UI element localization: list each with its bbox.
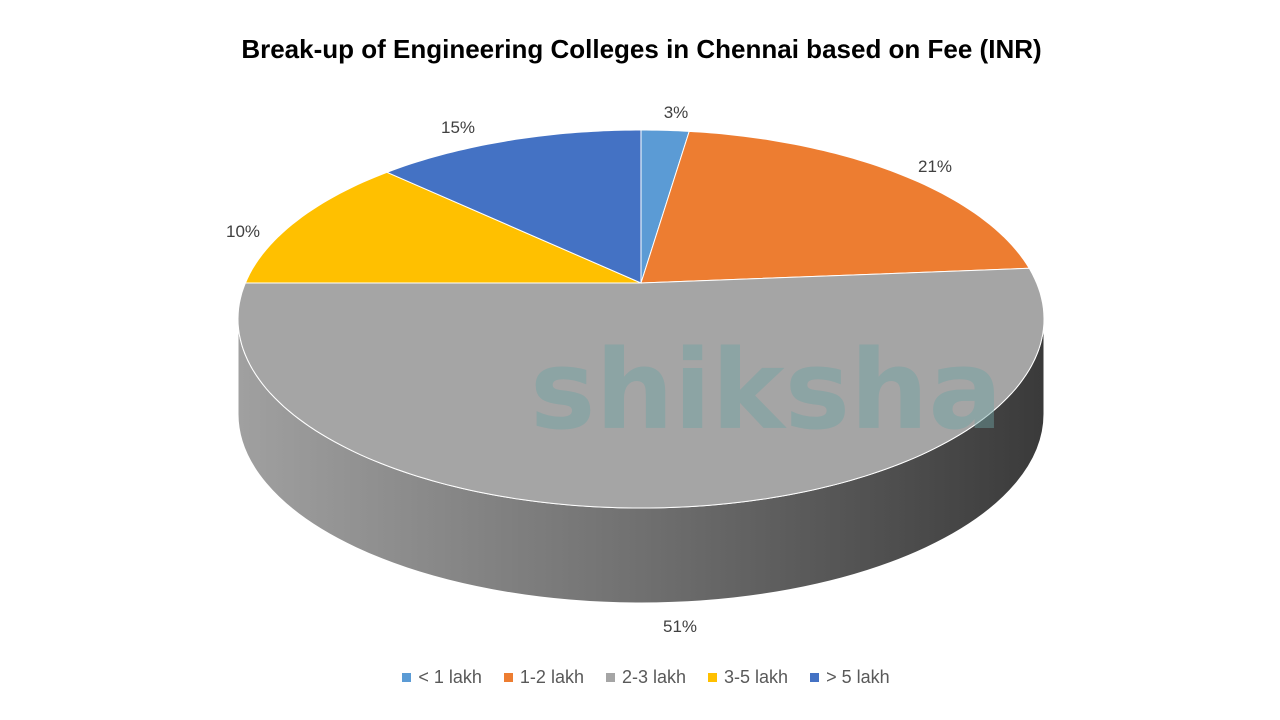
- legend-label: 2-3 lakh: [621, 667, 687, 687]
- legend: < 1 lakh 1-2 lakh 2-3 lakh 3-5 lakh > 5 lakh: [0, 667, 1280, 688]
- legend-swatch: [503, 673, 513, 682]
- data-label: 21%: [918, 157, 952, 176]
- data-label: 3%: [664, 103, 689, 122]
- legend-item: < 1 lakh: [402, 667, 482, 688]
- legend-label: > 5 lakh: [826, 667, 890, 687]
- legend-swatch: [402, 673, 412, 682]
- legend-item: > 5 lakh: [810, 667, 890, 688]
- legend-item: 3-5 lakh: [708, 667, 788, 688]
- legend-swatch: [810, 673, 820, 682]
- data-label: 10%: [226, 222, 260, 241]
- legend-label: < 1 lakh: [418, 667, 482, 687]
- legend-swatch: [605, 673, 615, 682]
- pie-slice-2: [237, 267, 1045, 509]
- pie-slice-1: [640, 130, 1031, 284]
- legend-label: 1-2 lakh: [519, 667, 584, 687]
- data-label: 51%: [663, 617, 697, 636]
- data-label: 15%: [441, 118, 475, 137]
- legend-label: 3-5 lakh: [724, 667, 789, 687]
- legend-swatch: [708, 673, 718, 682]
- pie-slice-3: [244, 171, 642, 284]
- watermark-logo: shiksha: [530, 326, 1003, 454]
- pie-slice-4: [385, 129, 642, 284]
- legend-item: 2-3 lakh: [605, 667, 687, 688]
- legend-item: 1-2 lakh: [503, 667, 584, 688]
- chart-title: Break-up of Engineering Colleges in Chen…: [241, 34, 1042, 64]
